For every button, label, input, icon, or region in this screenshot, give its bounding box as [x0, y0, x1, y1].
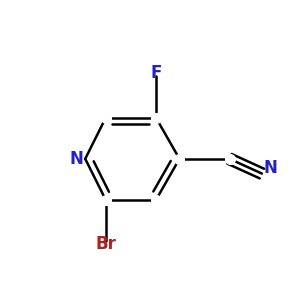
Text: N: N: [70, 150, 83, 168]
Text: Br: Br: [95, 235, 116, 253]
Text: F: F: [150, 64, 162, 82]
Text: N: N: [264, 159, 278, 177]
